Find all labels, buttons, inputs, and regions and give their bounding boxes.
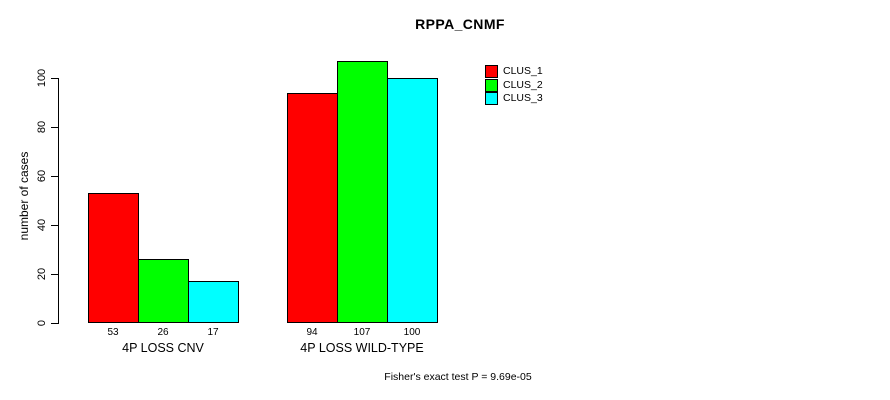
bar-clus_3-2 bbox=[387, 78, 438, 323]
bar-value-label: 107 bbox=[353, 327, 371, 338]
legend-swatch-icon bbox=[485, 78, 498, 92]
y-tick-mark bbox=[51, 78, 58, 79]
legend-swatch-icon bbox=[485, 65, 498, 79]
bar-value-label: 94 bbox=[306, 327, 318, 338]
bar-clus_3-1 bbox=[188, 281, 239, 323]
bar-clus_2-2 bbox=[337, 61, 388, 323]
bar-value-label: 17 bbox=[207, 327, 219, 338]
y-axis-line bbox=[58, 78, 59, 324]
x-category-label: 4P LOSS WILD-TYPE bbox=[300, 341, 424, 355]
bar-value-label: 100 bbox=[403, 327, 421, 338]
y-tick-label: 80 bbox=[36, 120, 48, 134]
legend-label: CLUS_3 bbox=[503, 91, 543, 104]
legend-label: CLUS_2 bbox=[503, 78, 543, 91]
x-category-label: 4P LOSS CNV bbox=[122, 341, 204, 355]
bar-value-label: 53 bbox=[107, 327, 119, 338]
annotation-text: Fisher's exact test P = 9.69e-05 bbox=[384, 371, 532, 383]
y-tick-label: 0 bbox=[36, 319, 48, 327]
y-tick-label: 100 bbox=[36, 68, 48, 88]
legend-item-clus_2: CLUS_2 bbox=[485, 78, 543, 92]
legend-item-clus_3: CLUS_3 bbox=[485, 91, 543, 105]
y-tick-label: 20 bbox=[36, 267, 48, 281]
y-tick-label: 40 bbox=[36, 218, 48, 232]
legend-swatch-icon bbox=[485, 91, 498, 105]
bar-clus_2-1 bbox=[138, 259, 189, 323]
legend: CLUS_1 CLUS_2 CLUS_3 bbox=[485, 65, 543, 105]
y-tick-mark bbox=[51, 176, 58, 177]
legend-item-clus_1: CLUS_1 bbox=[485, 65, 543, 79]
legend-label: CLUS_1 bbox=[503, 65, 543, 78]
bar-clus_1-1 bbox=[88, 193, 139, 323]
y-tick-label: 60 bbox=[36, 169, 48, 183]
y-tick-mark bbox=[51, 274, 58, 275]
y-tick-mark bbox=[51, 127, 58, 128]
y-tick-mark bbox=[51, 323, 58, 324]
bar-value-label: 26 bbox=[157, 327, 169, 338]
bar-clus_1-2 bbox=[287, 93, 338, 323]
chart-title: RPPA_CNMF bbox=[415, 16, 505, 32]
y-tick-mark bbox=[51, 225, 58, 226]
